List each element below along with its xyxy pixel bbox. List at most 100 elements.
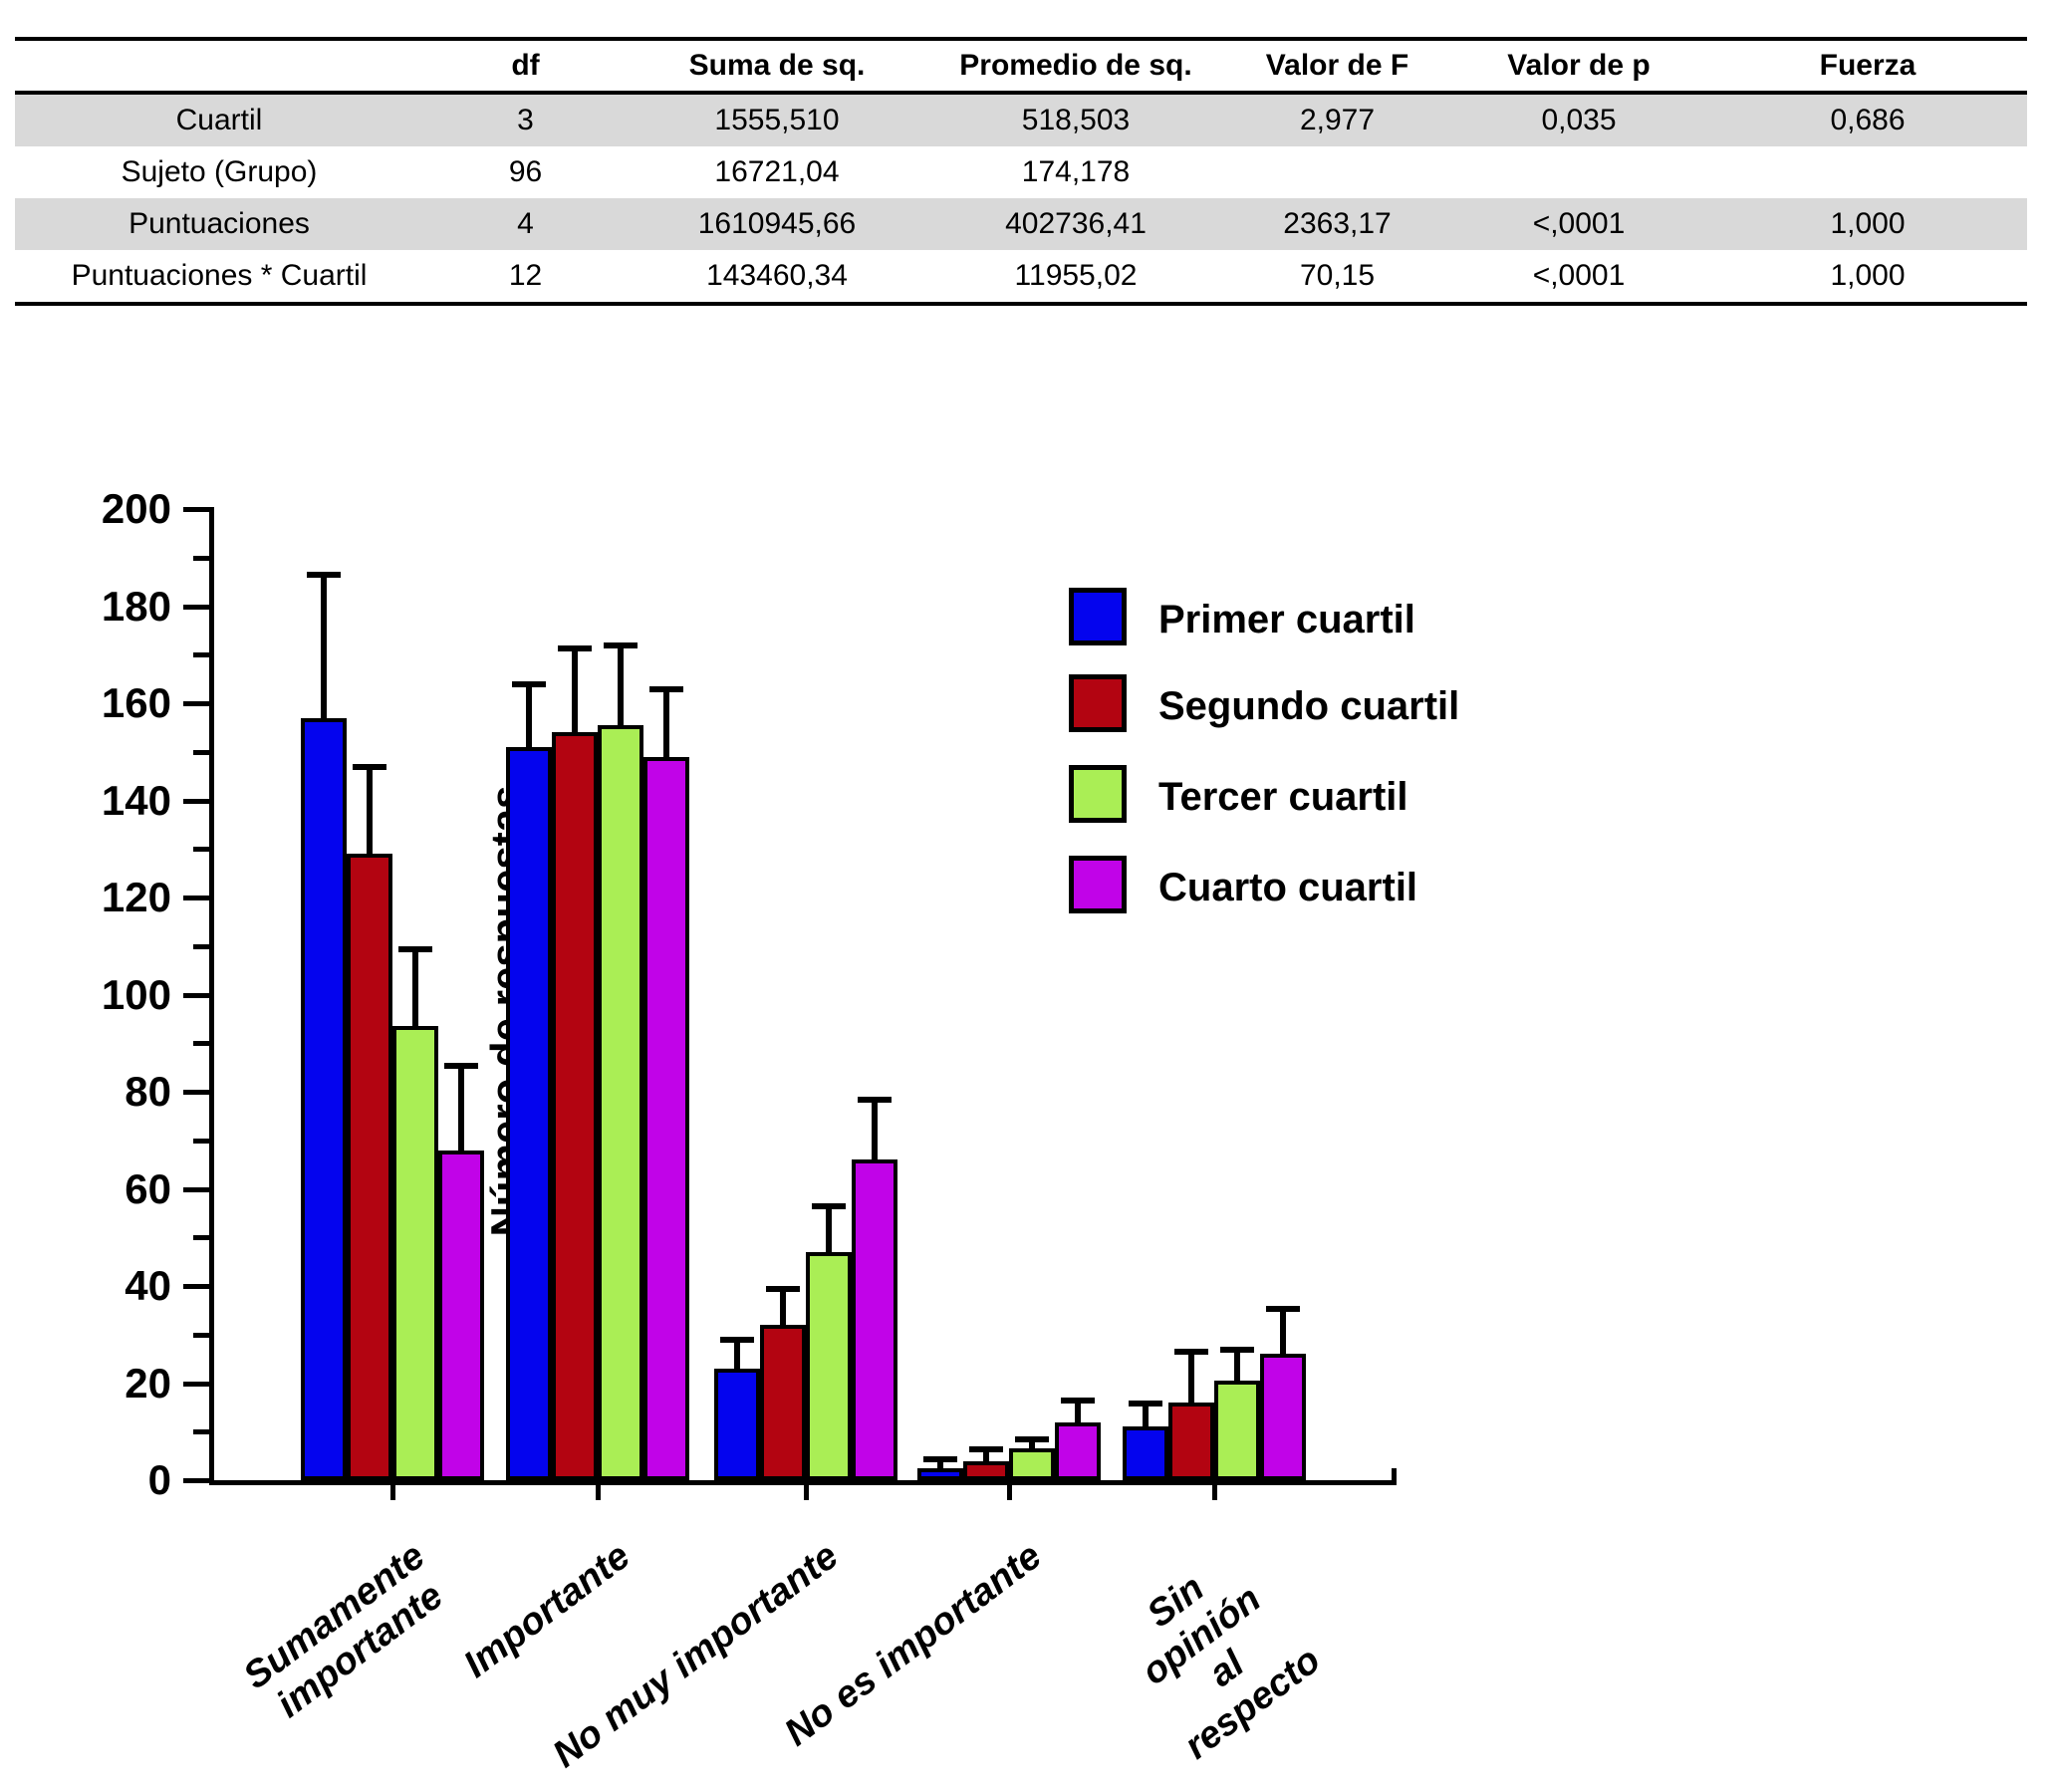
- error-bar-stem: [663, 685, 669, 757]
- x-tick: [804, 1485, 809, 1500]
- error-bar-cap: [1266, 1305, 1300, 1312]
- col-header-valor-de-f: Valor de F: [1265, 49, 1409, 82]
- bar-primer-cuartil: [506, 746, 552, 1480]
- x-axis-end-tick: [1392, 1468, 1397, 1482]
- y-major-tick: [183, 1090, 209, 1095]
- bar-tercer-cuartil: [598, 724, 643, 1480]
- error-bar-stem: [412, 945, 418, 1027]
- legend-label-4: Cuarto cuartil: [1158, 866, 1418, 909]
- y-minor-tick: [193, 943, 209, 949]
- col-header-suma-de-sq-: Suma de sq.: [688, 49, 866, 82]
- y-minor-tick: [193, 847, 209, 853]
- legend-label-1: Primer cuartil: [1158, 598, 1415, 641]
- error-bar-stem: [367, 763, 373, 855]
- legend-swatch-2: [1069, 674, 1127, 732]
- bar-chart-plot-area: Número de respuestas 0204060801001201401…: [102, 488, 1459, 1776]
- y-major-tick: [183, 1186, 209, 1192]
- error-bar-stem: [458, 1062, 464, 1151]
- col-header-promedio-de-sq-: Promedio de sq.: [959, 49, 1192, 82]
- error-bar-stem: [618, 642, 624, 725]
- bar-tercer-cuartil: [806, 1251, 852, 1480]
- y-major-tick: [183, 1478, 209, 1483]
- table-cell: 96: [508, 155, 543, 188]
- table-cell: [1708, 146, 2027, 198]
- table-cell: 1610945,66: [697, 207, 857, 240]
- error-bar-cap: [969, 1445, 1003, 1452]
- table-cell: 1,000: [1830, 207, 1906, 240]
- table-cell: <,0001: [1532, 207, 1626, 240]
- legend-swatch-1: [1069, 588, 1127, 645]
- error-bar-cap: [558, 644, 592, 651]
- error-bar-cap: [307, 572, 341, 579]
- error-bar-cap: [604, 642, 638, 649]
- y-major-tick: [183, 507, 209, 512]
- y-minor-tick: [193, 652, 209, 658]
- table-cell: 1,000: [1830, 259, 1906, 292]
- y-tick-label: 60: [125, 1164, 171, 1212]
- table-cell: 174,178: [1021, 155, 1131, 188]
- row-label: Puntuaciones: [128, 207, 310, 240]
- y-major-tick: [183, 992, 209, 998]
- table-cell: 0,035: [1541, 104, 1617, 136]
- table-cell: 518,503: [1021, 104, 1131, 136]
- y-tick-label: 0: [147, 1456, 171, 1503]
- error-bar-stem: [1280, 1305, 1286, 1355]
- table-cell: 2,977: [1299, 104, 1376, 136]
- anova-table: df Suma de sq. Promedio de sq. Valor de F Va…: [15, 37, 2027, 306]
- bar-cuarto-cuartil: [438, 1150, 484, 1480]
- table-cell: 11955,02: [1014, 259, 1138, 292]
- error-bar-stem: [1143, 1400, 1149, 1427]
- error-bar-cap: [858, 1096, 892, 1103]
- error-bar-stem: [1188, 1349, 1194, 1403]
- error-bar-cap: [353, 763, 386, 770]
- table-cell: 70,15: [1299, 259, 1376, 292]
- table-cell: 3: [517, 104, 534, 136]
- table-cell: 0,686: [1830, 104, 1906, 136]
- error-bar-cap: [1015, 1436, 1049, 1443]
- y-tick-label: 80: [125, 1068, 171, 1115]
- legend-swatch-4: [1069, 856, 1127, 913]
- col-header-rowlabel: [15, 39, 423, 93]
- error-bar-stem: [937, 1455, 943, 1468]
- y-minor-tick: [193, 1138, 209, 1144]
- bar-segundo-cuartil: [552, 732, 598, 1480]
- bar-cuarto-cuartil: [1260, 1354, 1306, 1480]
- y-minor-tick: [193, 1235, 209, 1241]
- error-bar-stem: [321, 572, 327, 718]
- error-bar-cap: [1129, 1400, 1162, 1407]
- x-tick: [1212, 1485, 1217, 1500]
- y-major-tick: [183, 798, 209, 804]
- error-bar-cap: [649, 685, 683, 692]
- x-category-label: Sin opinión al respecto: [1134, 1567, 1329, 1768]
- y-major-tick: [183, 604, 209, 610]
- bar-cuarto-cuartil: [1055, 1421, 1101, 1480]
- y-tick-label: 140: [101, 776, 171, 824]
- error-bar-cap: [766, 1286, 800, 1292]
- bar-segundo-cuartil: [1168, 1403, 1214, 1480]
- bar-primer-cuartil: [917, 1467, 963, 1480]
- table-cell: 1555,510: [714, 104, 840, 136]
- error-bar-stem: [734, 1337, 740, 1369]
- row-label: Puntuaciones * Cuartil: [71, 259, 368, 292]
- x-tick: [596, 1485, 601, 1500]
- bar-tercer-cuartil: [1214, 1381, 1260, 1480]
- y-tick-label: 160: [101, 679, 171, 726]
- y-tick-label: 20: [125, 1359, 171, 1407]
- error-bar-stem: [572, 644, 578, 733]
- table-cell: 12: [508, 259, 543, 292]
- error-bar-cap: [720, 1337, 754, 1344]
- legend-label-3: Tercer cuartil: [1158, 775, 1408, 819]
- error-bar-stem: [1075, 1398, 1081, 1422]
- bar-primer-cuartil: [1123, 1426, 1168, 1480]
- error-bar-cap: [812, 1203, 846, 1210]
- error-bar-cap: [1061, 1398, 1095, 1405]
- table-cell: [1225, 146, 1449, 198]
- y-minor-tick: [193, 1332, 209, 1338]
- bar-segundo-cuartil: [963, 1460, 1009, 1480]
- y-major-tick: [183, 1284, 209, 1289]
- table-row: Cuartil 3 1555,510 518,503 2,977 0,035 0,686: [15, 93, 2027, 146]
- error-bar-stem: [872, 1096, 878, 1160]
- bar-cuarto-cuartil: [643, 756, 689, 1480]
- y-minor-tick: [193, 555, 209, 561]
- bar-segundo-cuartil: [760, 1325, 806, 1480]
